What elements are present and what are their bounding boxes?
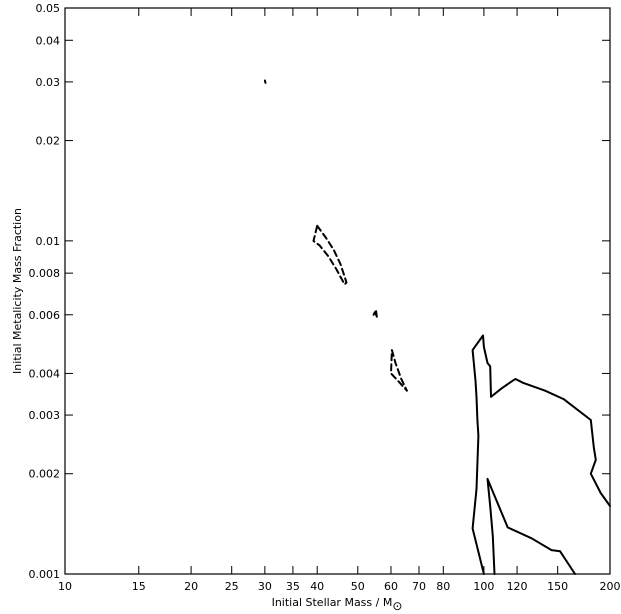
y-tick-label: 0.02: [36, 135, 61, 148]
x-tick-label: 120: [507, 580, 528, 593]
x-tick-label: 150: [547, 580, 568, 593]
x-tick-label: 35: [286, 580, 300, 593]
x-tick-label: 20: [184, 580, 198, 593]
y-tick-label: 0.04: [36, 34, 61, 47]
x-tick-label: 10: [58, 580, 72, 593]
x-tick-label: 25: [225, 580, 239, 593]
solid-contour: [471, 334, 611, 575]
x-tick-label: 15: [132, 580, 146, 593]
x-tick-label: 70: [412, 580, 426, 593]
solid-contour: [372, 310, 378, 318]
y-tick-label: 0.01: [36, 235, 61, 248]
y-tick-label: 0.008: [29, 267, 61, 280]
x-tick-label: 50: [351, 580, 365, 593]
dashed-contour: [390, 349, 408, 392]
x-tick-label: 100: [473, 580, 494, 593]
y-tick-label: 0.001: [29, 568, 61, 581]
x-axis-title-subscript: ⊙: [392, 599, 402, 613]
x-tick-label: 200: [600, 580, 621, 593]
solid-contour: [486, 477, 576, 575]
y-tick-label: 0.004: [29, 367, 61, 380]
y-tick-label: 0.03: [36, 76, 61, 89]
x-axis-title: Initial Stellar Mass / M⊙: [272, 596, 403, 613]
x-tick-label: 40: [310, 580, 324, 593]
x-tick-label: 30: [258, 580, 272, 593]
y-tick-label: 0.05: [36, 2, 61, 15]
y-tick-label: 0.003: [29, 409, 61, 422]
x-tick-label: 80: [436, 580, 450, 593]
solid-contour: [263, 79, 267, 84]
x-tick-label: 60: [384, 580, 398, 593]
plot-frame: [64, 7, 611, 575]
y-tick-label: 0.002: [29, 468, 61, 481]
y-axis-title: Initial Metalicity Mass Fraction: [11, 208, 24, 374]
tick-labels: 10 15 20 25 30 35 40 50 60 70 80 100 120 150 200 0.001 0…: [29, 2, 621, 593]
axis-ticks: [64, 7, 611, 575]
contour-lines: [263, 79, 611, 575]
dashed-contour: [312, 224, 348, 286]
y-tick-label: 0.006: [29, 309, 61, 322]
